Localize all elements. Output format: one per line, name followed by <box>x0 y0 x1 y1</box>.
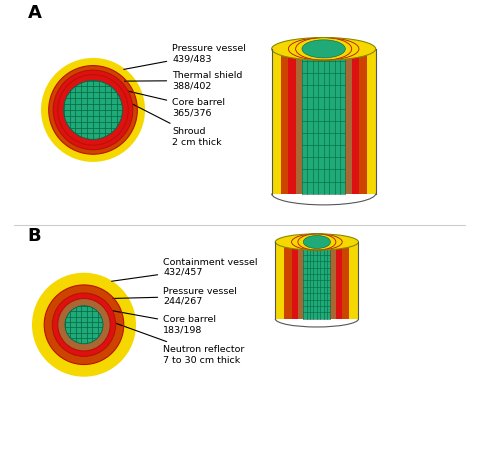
Text: B: B <box>27 227 41 245</box>
Ellipse shape <box>296 38 352 60</box>
Polygon shape <box>291 242 298 319</box>
Circle shape <box>65 306 103 344</box>
Polygon shape <box>284 242 349 319</box>
Ellipse shape <box>284 234 349 250</box>
Circle shape <box>58 298 110 351</box>
Polygon shape <box>359 49 367 193</box>
Ellipse shape <box>291 234 342 250</box>
Circle shape <box>58 75 128 145</box>
Polygon shape <box>302 49 346 193</box>
Polygon shape <box>288 49 296 193</box>
Circle shape <box>48 66 137 154</box>
Circle shape <box>41 58 145 162</box>
Circle shape <box>44 285 124 364</box>
Polygon shape <box>291 242 342 319</box>
Polygon shape <box>275 242 359 319</box>
Ellipse shape <box>303 234 330 250</box>
Ellipse shape <box>272 38 376 60</box>
Polygon shape <box>302 49 346 193</box>
Polygon shape <box>336 242 342 319</box>
Circle shape <box>64 81 122 139</box>
Text: Pressure vessel
244/267: Pressure vessel 244/267 <box>113 287 237 306</box>
Text: A: A <box>27 4 41 22</box>
Ellipse shape <box>303 235 330 248</box>
Polygon shape <box>296 49 302 193</box>
Polygon shape <box>303 242 330 319</box>
Polygon shape <box>298 242 303 319</box>
Text: Thermal shield
388/402: Thermal shield 388/402 <box>125 71 242 90</box>
Polygon shape <box>367 49 376 193</box>
Text: Neutron reflector
7 to 30 cm thick: Neutron reflector 7 to 30 cm thick <box>105 319 244 365</box>
Text: Core barrel
183/198: Core barrel 183/198 <box>110 310 216 334</box>
Polygon shape <box>272 49 376 193</box>
Circle shape <box>65 306 103 344</box>
Circle shape <box>64 81 122 139</box>
Text: Shroud
2 cm thick: Shroud 2 cm thick <box>122 99 222 147</box>
Circle shape <box>53 70 133 150</box>
Text: Containment vessel
432/457: Containment vessel 432/457 <box>112 258 258 281</box>
Ellipse shape <box>288 38 359 60</box>
Polygon shape <box>330 242 336 319</box>
Ellipse shape <box>281 38 367 60</box>
Text: Pressure vessel
439/483: Pressure vessel 439/483 <box>124 44 246 70</box>
Polygon shape <box>281 49 288 193</box>
Ellipse shape <box>275 234 359 250</box>
Ellipse shape <box>298 234 336 250</box>
Polygon shape <box>342 242 349 319</box>
Polygon shape <box>275 242 284 319</box>
Circle shape <box>52 293 116 356</box>
Polygon shape <box>303 242 330 319</box>
Polygon shape <box>272 49 281 193</box>
Polygon shape <box>296 49 352 193</box>
Circle shape <box>32 273 136 377</box>
Polygon shape <box>346 49 352 193</box>
Ellipse shape <box>302 38 346 60</box>
Ellipse shape <box>302 40 346 58</box>
Polygon shape <box>288 49 359 193</box>
Polygon shape <box>284 242 291 319</box>
Text: Core barrel
365/376: Core barrel 365/376 <box>125 91 225 117</box>
Polygon shape <box>281 49 367 193</box>
Polygon shape <box>349 242 359 319</box>
Polygon shape <box>352 49 359 193</box>
Polygon shape <box>298 242 336 319</box>
